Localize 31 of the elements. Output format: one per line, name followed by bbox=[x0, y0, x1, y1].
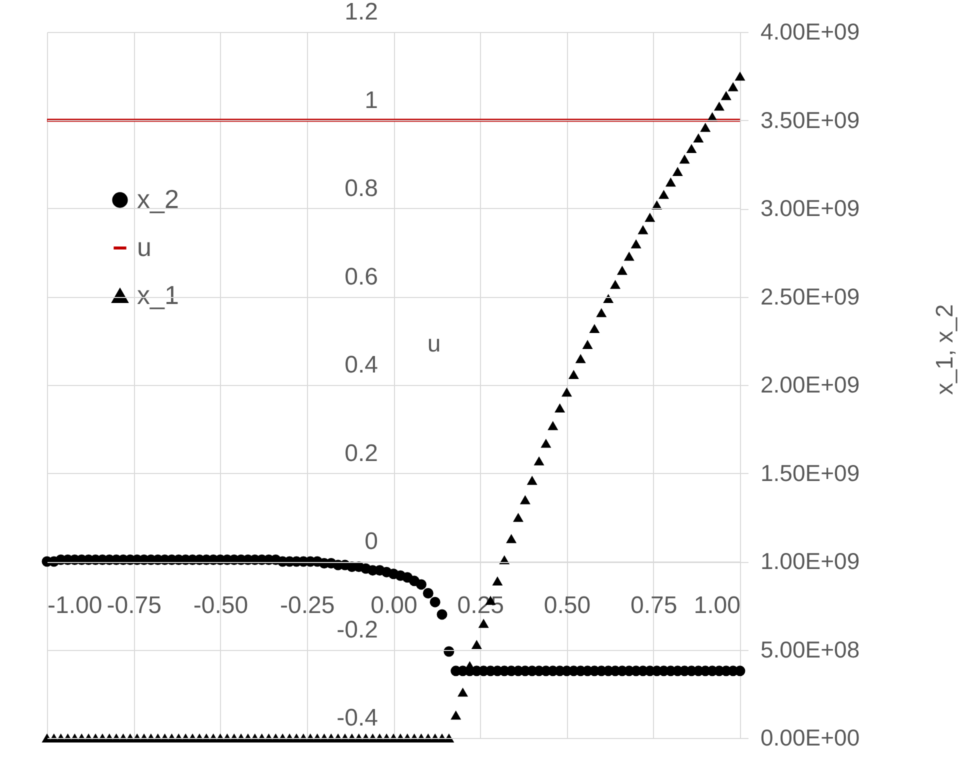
y-axis-title: u bbox=[427, 330, 441, 358]
y2-axis-title: x_1, x_2 bbox=[932, 304, 958, 395]
y2-tick-label: 3.50E+09 bbox=[760, 106, 860, 133]
y-tick-label: 0.6 bbox=[344, 263, 378, 290]
x-tick-label: 0.00 bbox=[370, 592, 418, 619]
y2-tick-label: 1.50E+09 bbox=[760, 460, 860, 486]
y-tick-label: 0.4 bbox=[344, 352, 378, 378]
legend-label: u bbox=[137, 232, 152, 262]
x-tick-label: 0.75 bbox=[630, 592, 678, 619]
legend-label: x_1 bbox=[137, 280, 179, 310]
y-tick-label: -0.2 bbox=[336, 616, 378, 644]
y-tick-label: 0 bbox=[364, 528, 378, 555]
y-tick-label: 1.2 bbox=[344, 0, 378, 26]
x-tick-label: 0.50 bbox=[544, 592, 591, 619]
y-tick-label: 1 bbox=[364, 86, 378, 114]
x-tick-label: -0.75 bbox=[106, 592, 162, 619]
y2-tick-label: 2.50E+09 bbox=[760, 283, 860, 310]
y2-tick-label: 3.00E+09 bbox=[760, 195, 860, 221]
y-tick-label: 0.8 bbox=[344, 175, 378, 202]
y-tick-label: -0.4 bbox=[336, 704, 378, 732]
x-tick-label: -0.25 bbox=[280, 592, 335, 619]
y2-tick-label: 4.00E+09 bbox=[760, 18, 860, 44]
y2-tick-label: 0.00E+00 bbox=[760, 724, 860, 750]
y2-tick-label: 2.00E+09 bbox=[760, 372, 860, 398]
legend-label: x_2 bbox=[137, 184, 179, 214]
x-tick-label: -0.50 bbox=[193, 592, 248, 619]
y2-tick-label: 1.00E+09 bbox=[760, 548, 860, 574]
y-tick-label: 0.2 bbox=[344, 440, 378, 467]
x-tick-label: -1.00 bbox=[48, 592, 102, 619]
x-tick-label: 1.00 bbox=[694, 592, 740, 619]
y2-tick-label: 5.00E+08 bbox=[760, 636, 860, 662]
